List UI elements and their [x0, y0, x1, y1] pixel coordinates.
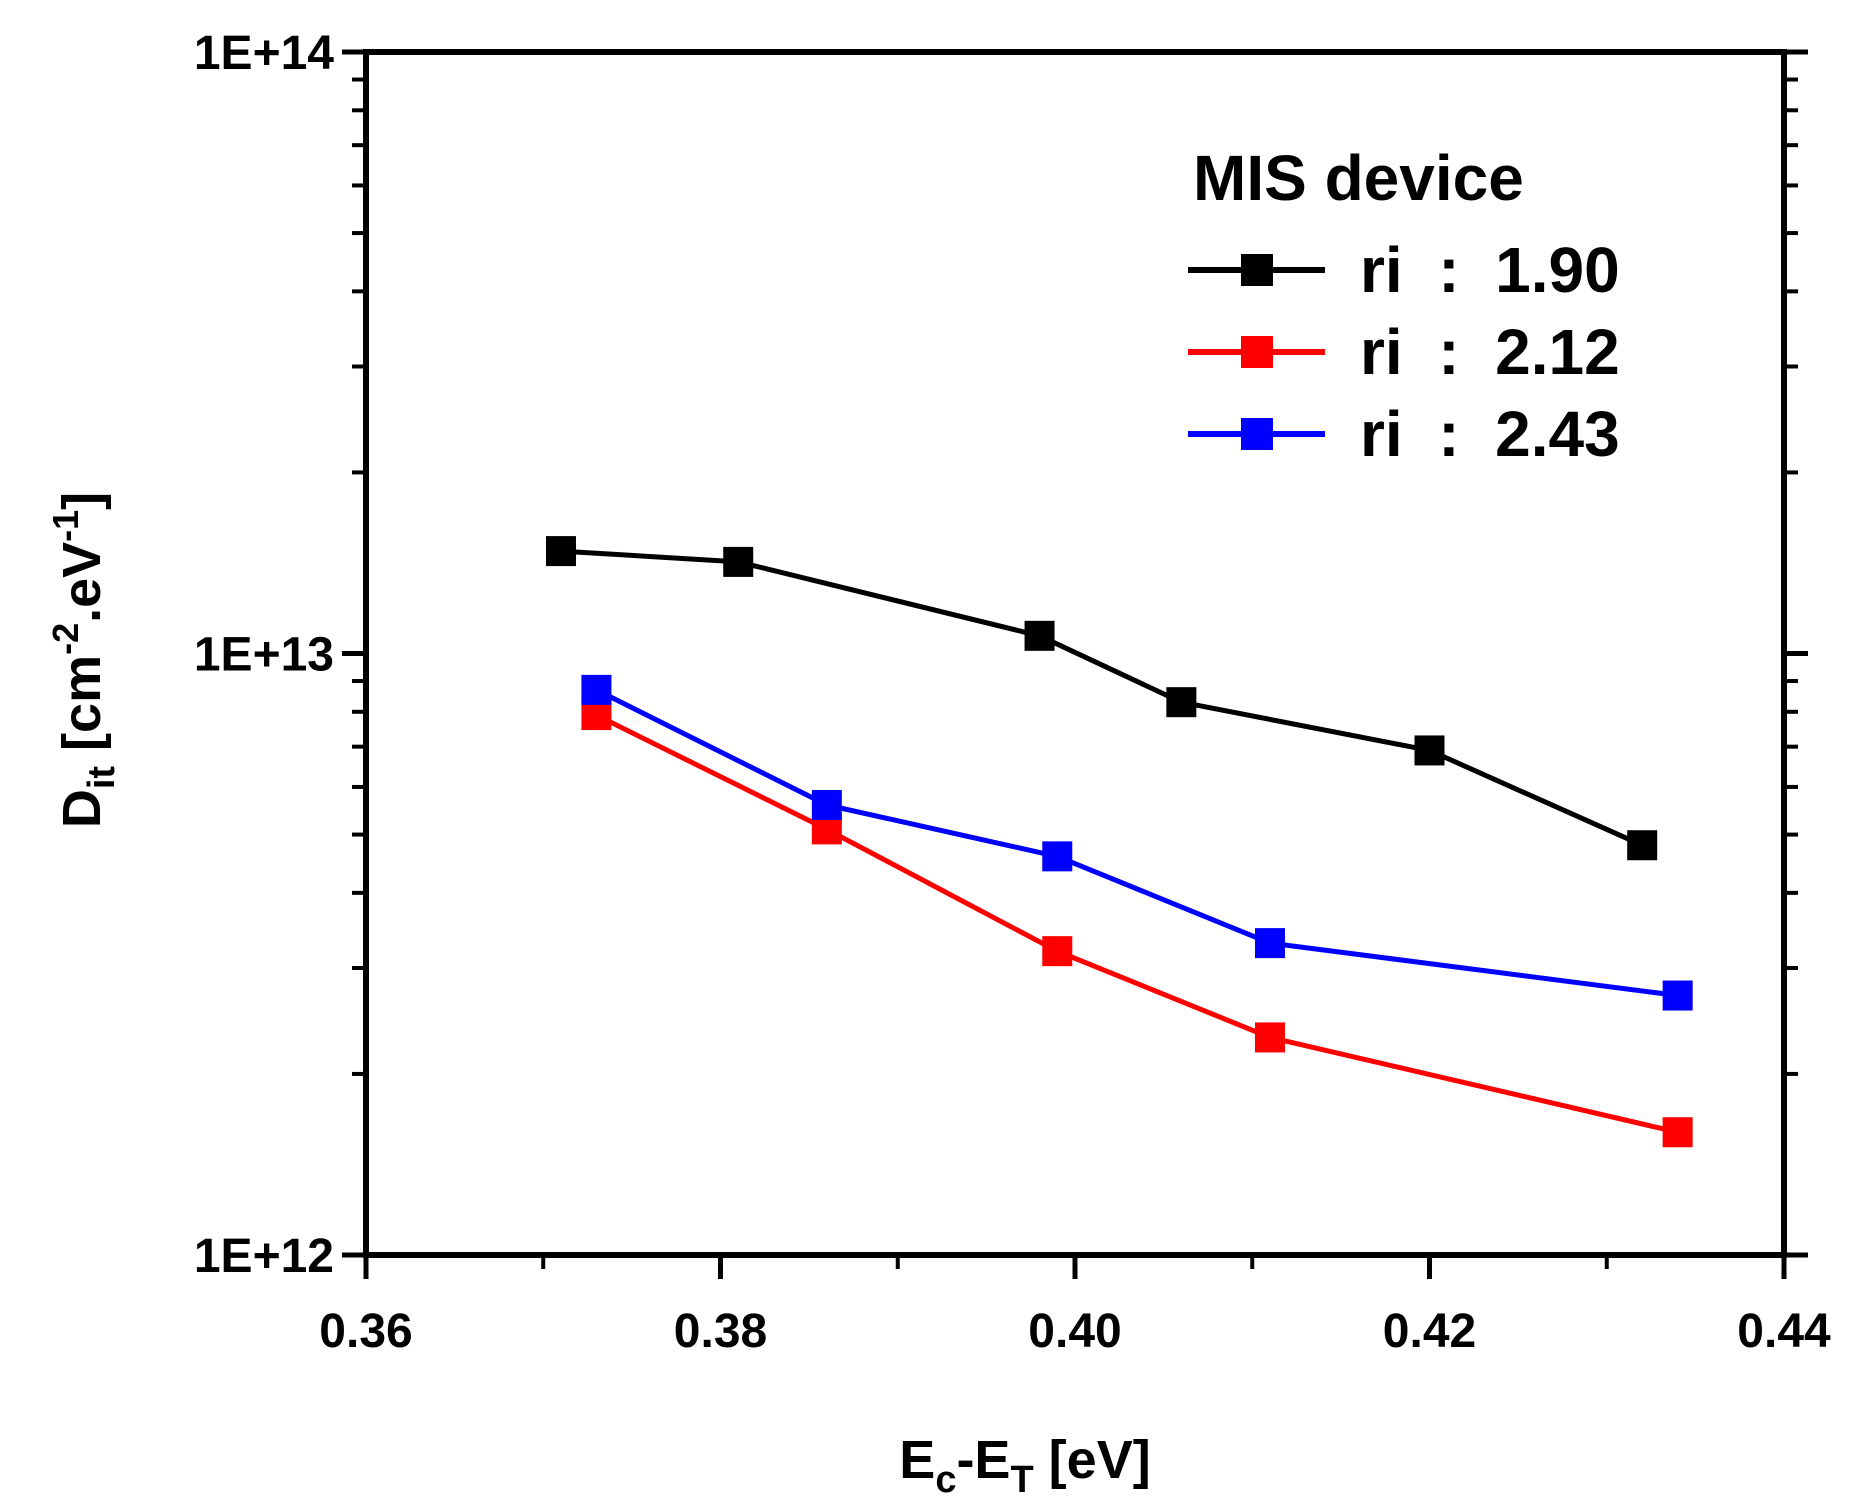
series-2 — [581, 700, 1693, 1148]
series-1 — [545, 536, 1658, 861]
legend-entry: ri : 1.90 — [1188, 234, 1620, 306]
data-point — [1254, 1022, 1285, 1053]
tick-labels: 0.36 0.38 0.40 0.42 0.44 1E+12 1E+13 1E+14 — [194, 27, 1831, 1358]
y-tick-label: 1E+13 — [194, 629, 334, 682]
legend-marker — [1241, 418, 1273, 450]
series-3 — [581, 674, 1693, 1011]
legend-marker — [1241, 336, 1273, 368]
legend-label: ri : 2.43 — [1360, 398, 1620, 470]
data-point — [1166, 687, 1197, 718]
series-line — [560, 548, 1644, 848]
data-point — [545, 536, 576, 567]
y-tick-label: 1E+14 — [194, 27, 334, 80]
tick-marks — [342, 49, 1808, 1279]
x-tick-label: 0.36 — [319, 1305, 412, 1358]
series-line — [595, 687, 1678, 998]
series-layer — [545, 536, 1693, 1148]
y-tick-label: 1E+12 — [194, 1230, 334, 1283]
legend-marker — [1241, 254, 1273, 286]
data-point — [1254, 928, 1285, 959]
legend: MIS device ri : 1.90 ri : 2.12 ri : 2.43 — [1188, 142, 1620, 470]
data-point — [1414, 735, 1445, 766]
x-axis-title: Ec-ET [eV] — [899, 1430, 1150, 1501]
legend-entry: ri : 2.12 — [1188, 316, 1620, 388]
data-point — [1662, 1117, 1693, 1148]
data-point — [811, 789, 842, 820]
legend-title: MIS device — [1193, 142, 1524, 214]
data-point — [1024, 620, 1055, 651]
data-point — [1042, 841, 1073, 872]
data-point — [1662, 980, 1693, 1011]
series-line — [595, 712, 1679, 1135]
legend-label: ri : 1.90 — [1360, 234, 1620, 306]
x-tick-label: 0.42 — [1383, 1305, 1476, 1358]
y-axis-title: Dit [cm-2.eV-1] — [45, 492, 123, 828]
x-tick-label: 0.40 — [1028, 1305, 1121, 1358]
x-tick-label: 0.38 — [674, 1305, 767, 1358]
legend-entry: ri : 2.43 — [1188, 398, 1620, 470]
data-point — [723, 546, 754, 577]
legend-label: ri : 2.12 — [1360, 316, 1620, 388]
data-point — [1627, 830, 1658, 861]
x-tick-label: 0.44 — [1737, 1305, 1831, 1358]
data-point — [581, 674, 612, 705]
data-point — [1042, 936, 1073, 967]
data-point — [581, 700, 612, 731]
legend-entries: ri : 1.90 ri : 2.12 ri : 2.43 — [1188, 234, 1620, 470]
